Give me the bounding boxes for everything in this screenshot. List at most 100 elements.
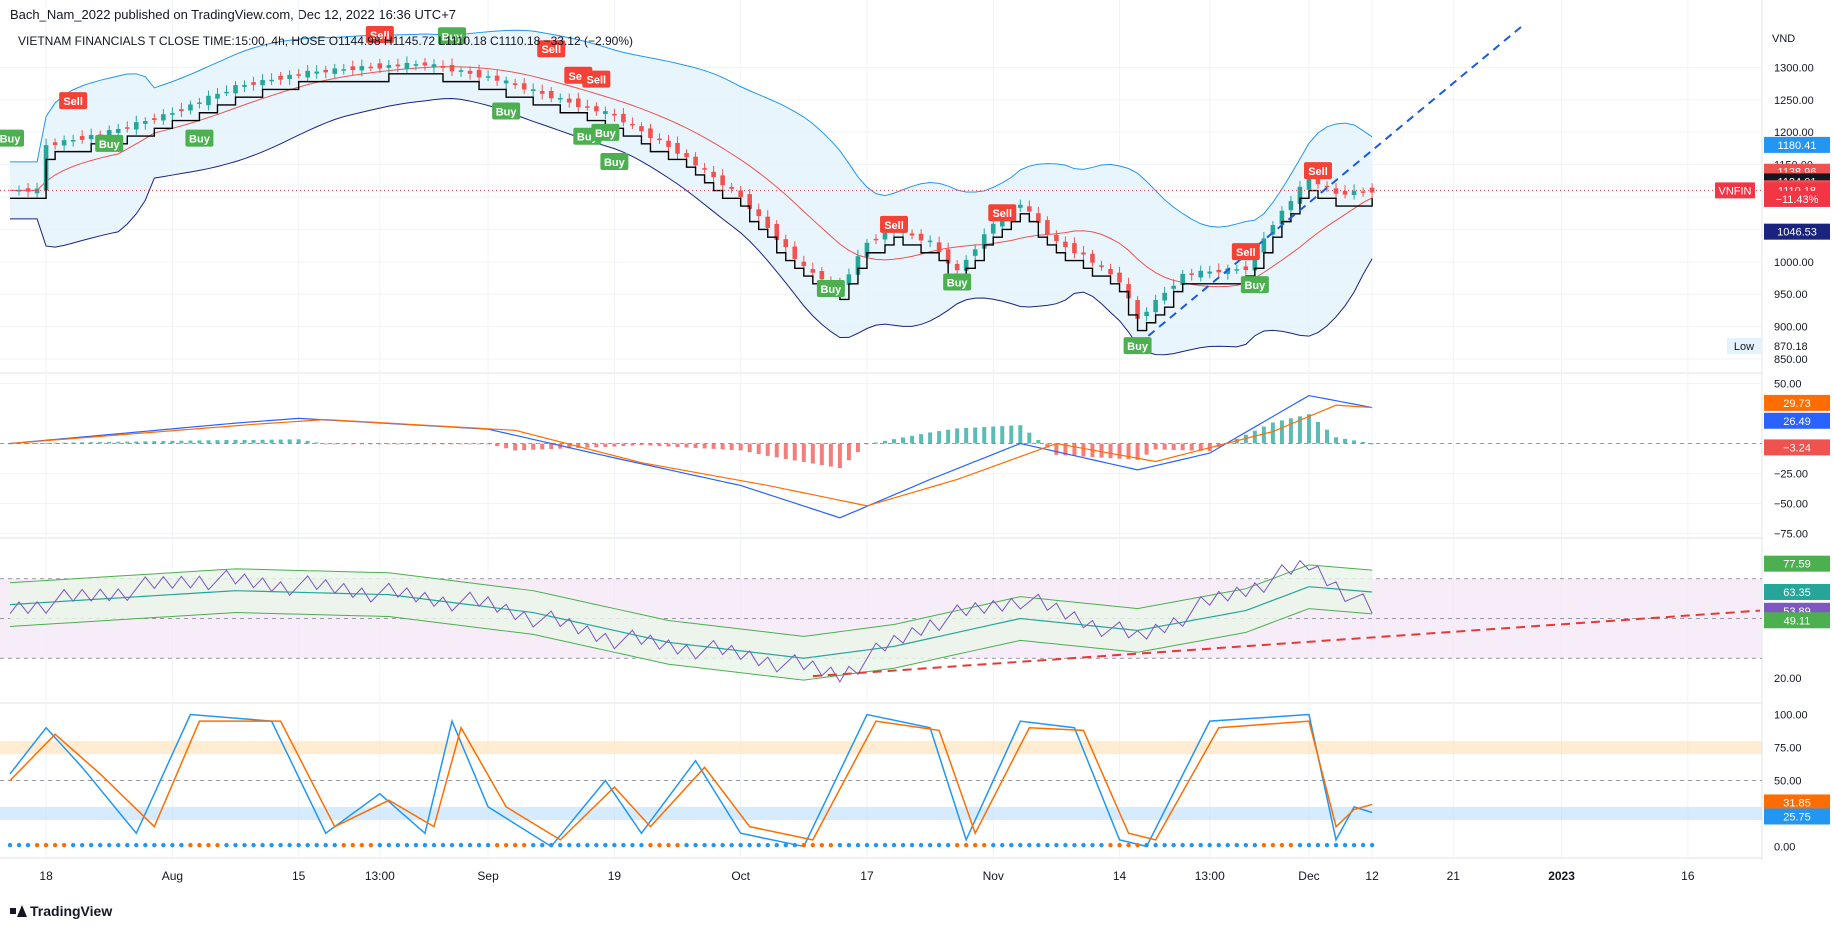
signal-label: Sell (541, 44, 561, 56)
macd-histogram-bar (639, 443, 644, 446)
macd-histogram-bar (657, 443, 662, 447)
stoch-dot (945, 842, 951, 848)
candle-body (594, 106, 599, 112)
rsi-line (9, 559, 1373, 683)
x-tick-label: 13:00 (1195, 869, 1225, 883)
candle-body (612, 113, 617, 116)
stoch-dot (1018, 842, 1023, 848)
stoch-dot (576, 842, 581, 848)
candle-body (1270, 225, 1276, 235)
stoch-dot (1234, 842, 1240, 848)
stoch-dot (756, 842, 761, 848)
candle-body (1216, 269, 1222, 273)
macd-histogram-bar (377, 443, 382, 445)
stoch-dot (521, 842, 527, 848)
candle-body (197, 102, 202, 104)
stoch-dot (530, 842, 536, 848)
stoch-dot (1279, 842, 1285, 848)
candle-body (260, 79, 265, 86)
stoch-dot (197, 842, 202, 848)
candle-body (1045, 220, 1050, 235)
signal-label: Buy (189, 134, 211, 146)
stoch-dot (891, 842, 897, 848)
macd-histogram-bar (116, 441, 121, 444)
candle-body (422, 62, 428, 66)
stoch-dot (991, 842, 996, 848)
stoch-dot (314, 842, 319, 848)
stoch-dot (1270, 842, 1276, 848)
macd-histogram-bar (783, 443, 788, 459)
macd-histogram-bar (1018, 425, 1023, 444)
macd-histogram-bar (215, 440, 220, 444)
stoch-badge-label: 31.85 (1783, 797, 1811, 809)
macd-histogram-bar (711, 443, 716, 449)
macd-histogram-bar (332, 443, 337, 445)
candle-body (395, 64, 401, 67)
trailing-stop-line (10, 73, 1373, 332)
candle-body (530, 89, 536, 92)
candle-body (449, 64, 455, 72)
macd-histogram-bar (152, 441, 157, 444)
stoch-dot (188, 842, 193, 848)
candle-body (170, 113, 175, 115)
macd-histogram-bar (973, 427, 978, 444)
price-badge-label: −11.43% (1776, 194, 1819, 206)
macd-histogram-bar (1117, 443, 1122, 459)
candle-body (927, 240, 933, 243)
stoch-dot (368, 842, 374, 848)
stoch-dot (34, 842, 40, 848)
candle-body (1099, 265, 1104, 267)
candle-body (756, 209, 762, 217)
macd-histogram-bar (359, 443, 364, 445)
macd-histogram-bar (170, 440, 175, 444)
stoch-dot (404, 842, 410, 848)
macd-histogram-bar (80, 442, 85, 444)
macd-histogram-bar (1108, 443, 1113, 459)
macd-histogram-bar (630, 443, 635, 446)
stoch-dot (431, 842, 437, 848)
price-tick-label: 850.00 (1774, 354, 1808, 366)
macd-histogram-bar (928, 432, 933, 444)
stoch-badge (1764, 794, 1830, 811)
macd-histogram-bar (883, 440, 887, 444)
candle-body (981, 234, 987, 249)
stoch-dot (558, 842, 563, 848)
macd-histogram-bar (621, 443, 626, 447)
macd-histogram-bar (368, 443, 373, 445)
candle-body (332, 68, 338, 74)
macd-histogram-bar (576, 443, 581, 448)
stoch-dot (1171, 842, 1176, 848)
signal-label: Sell (1308, 166, 1328, 178)
macd-histogram-bar (305, 440, 310, 444)
stoch-dot (657, 842, 662, 848)
macd-histogram-bar (946, 429, 951, 444)
candle-body (1180, 273, 1185, 286)
symbol-tag (1715, 182, 1755, 199)
stoch-dot (900, 842, 906, 848)
stoch-dot (1306, 842, 1312, 848)
macd-histogram-bar (864, 443, 869, 445)
price-tick-label: 900.00 (1774, 322, 1808, 334)
stoch-dot (675, 842, 680, 848)
candle-body (575, 98, 581, 108)
macd-histogram-bar (1063, 443, 1068, 456)
candle-body (1207, 271, 1213, 274)
stoch-dot (639, 842, 644, 848)
stoch-dot (1126, 842, 1131, 848)
stoch-dot (323, 842, 328, 848)
macd-histogram-bar (937, 431, 942, 444)
candle-body (305, 70, 310, 78)
candle-body (341, 69, 347, 71)
buy-signal: Buy (95, 134, 124, 152)
stoch-dot (116, 842, 121, 848)
candle-body (512, 83, 518, 85)
stoch-dot (927, 842, 933, 848)
candle-body (359, 66, 365, 71)
macd-histogram-bar (910, 435, 915, 444)
rsi-tick-label: 20.00 (1774, 673, 1802, 685)
macd-badge (1764, 394, 1830, 411)
stoch-dot (1324, 842, 1330, 848)
sell-signal: Sell (59, 92, 88, 110)
candle-body (440, 65, 446, 68)
